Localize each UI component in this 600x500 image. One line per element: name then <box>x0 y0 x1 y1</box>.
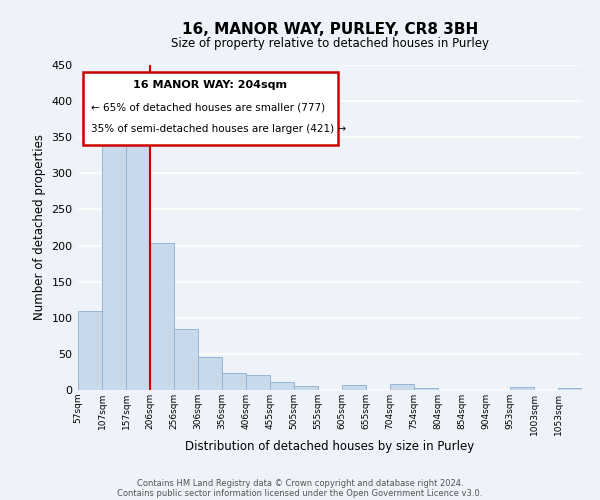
Text: Contains public sector information licensed under the Open Government Licence v3: Contains public sector information licen… <box>118 488 482 498</box>
Bar <box>246 375 270 390</box>
Bar <box>414 388 438 390</box>
Bar <box>198 357 222 390</box>
Text: Contains HM Land Registry data © Crown copyright and database right 2024.: Contains HM Land Registry data © Crown c… <box>137 478 463 488</box>
Bar <box>390 384 414 390</box>
FancyBboxPatch shape <box>83 72 338 144</box>
Bar <box>174 330 198 390</box>
Bar <box>342 385 366 390</box>
Text: ← 65% of detached houses are smaller (777): ← 65% of detached houses are smaller (77… <box>91 102 325 113</box>
Y-axis label: Number of detached properties: Number of detached properties <box>33 134 46 320</box>
Text: 16 MANOR WAY: 204sqm: 16 MANOR WAY: 204sqm <box>133 80 287 90</box>
Text: 35% of semi-detached houses are larger (421) →: 35% of semi-detached houses are larger (… <box>91 124 346 134</box>
Bar <box>222 372 246 390</box>
Bar <box>102 137 126 390</box>
Bar <box>150 244 174 390</box>
Bar <box>294 386 318 390</box>
X-axis label: Distribution of detached houses by size in Purley: Distribution of detached houses by size … <box>185 440 475 454</box>
Text: 16, MANOR WAY, PURLEY, CR8 3BH: 16, MANOR WAY, PURLEY, CR8 3BH <box>182 22 478 38</box>
Bar <box>510 387 534 390</box>
Bar <box>270 382 294 390</box>
Text: Size of property relative to detached houses in Purley: Size of property relative to detached ho… <box>171 38 489 51</box>
Bar <box>78 310 102 390</box>
Bar <box>558 388 582 390</box>
Bar <box>126 143 150 390</box>
